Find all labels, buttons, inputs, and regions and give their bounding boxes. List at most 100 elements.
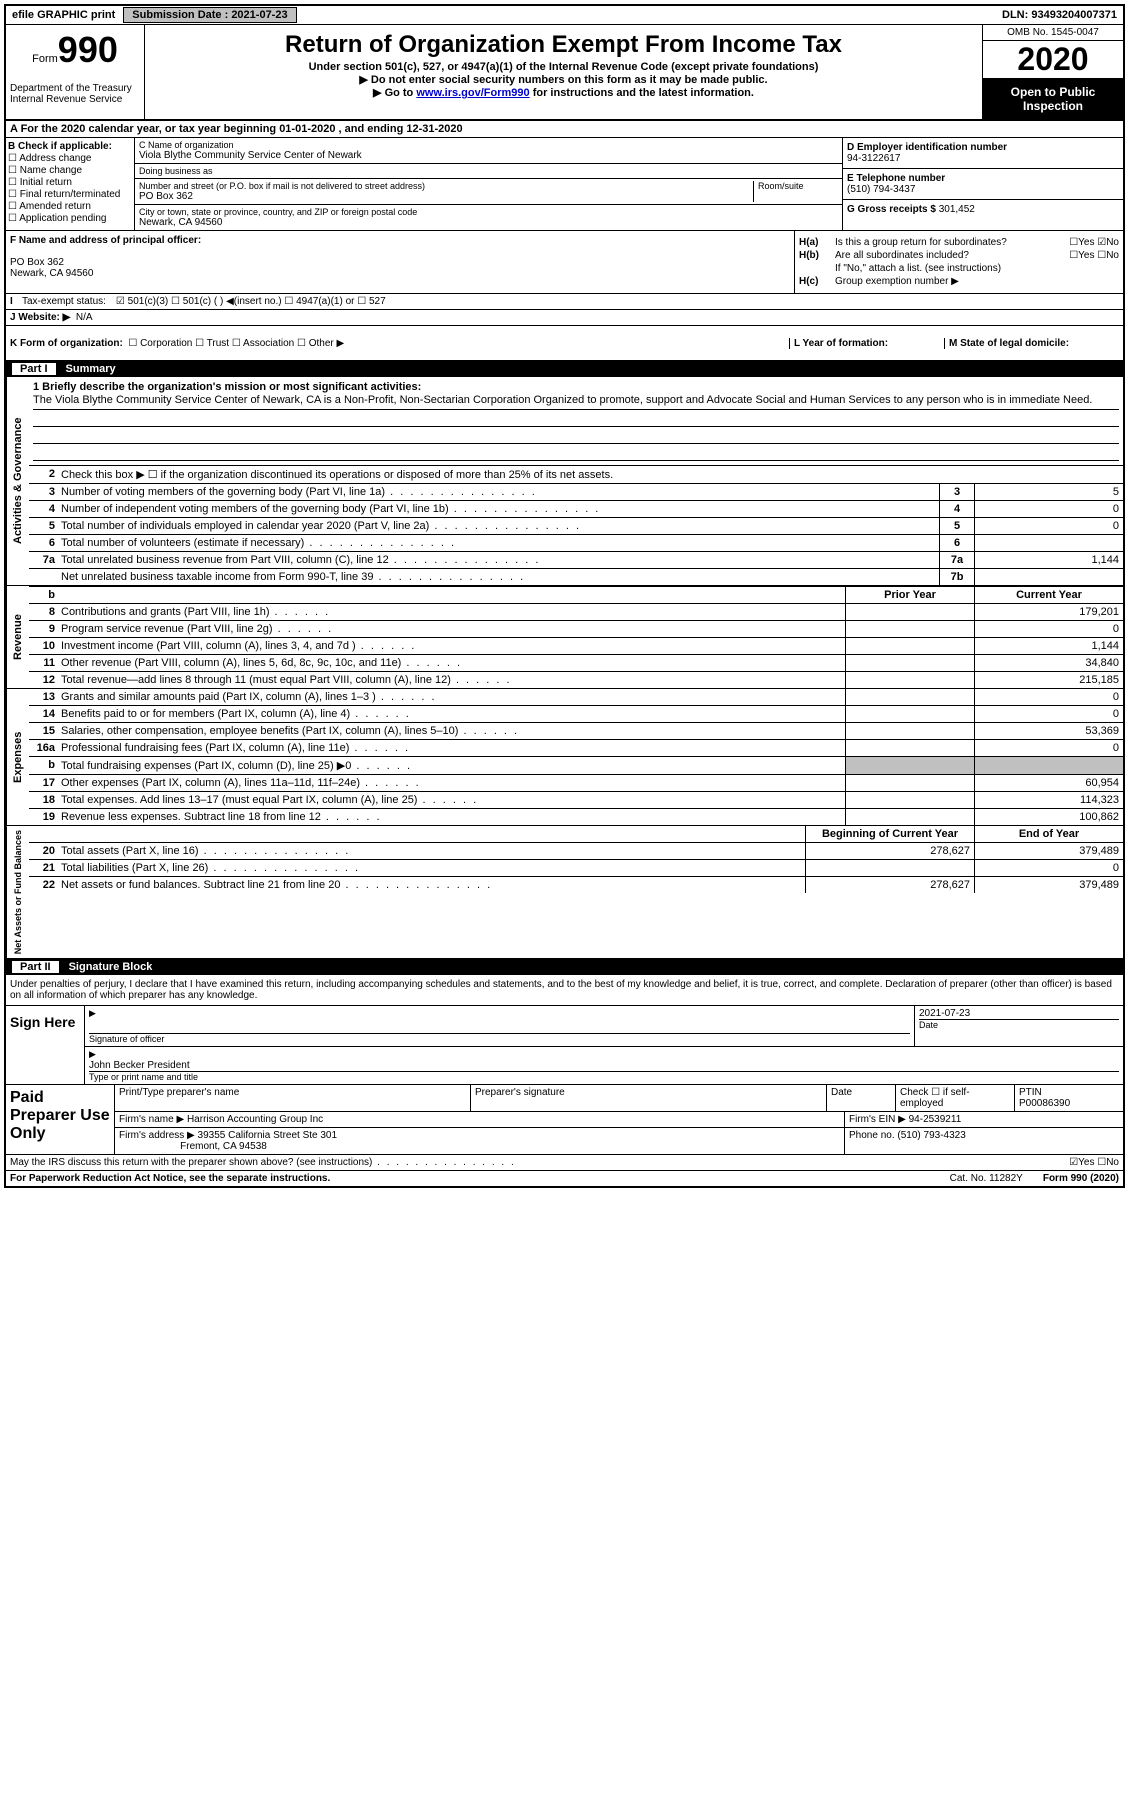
net-row: 22Net assets or fund balances. Subtract … bbox=[29, 877, 1123, 893]
side-label-governance: Activities & Governance bbox=[6, 377, 29, 585]
expenses-section: Expenses 13Grants and similar amounts pa… bbox=[6, 689, 1123, 826]
org-name: Viola Blythe Community Service Center of… bbox=[139, 150, 838, 161]
perjury-declaration: Under penalties of perjury, I declare th… bbox=[6, 975, 1123, 1006]
side-label-expenses: Expenses bbox=[6, 689, 29, 825]
street-address: PO Box 362 bbox=[139, 191, 753, 202]
tax-year: 2020 bbox=[983, 41, 1123, 79]
exp-row: 17Other expenses (Part IX, column (A), l… bbox=[29, 775, 1123, 792]
open-public-label: Open to Public Inspection bbox=[983, 79, 1123, 119]
exp-row: 16aProfessional fundraising fees (Part I… bbox=[29, 740, 1123, 757]
side-label-revenue: Revenue bbox=[6, 586, 29, 688]
dln-label: DLN: 93493204007371 bbox=[996, 7, 1123, 23]
city-state-zip: Newark, CA 94560 bbox=[139, 217, 838, 228]
submission-date-button[interactable]: Submission Date : 2021-07-23 bbox=[123, 7, 296, 23]
hdr-prior-year: Prior Year bbox=[845, 587, 974, 603]
top-bar: efile GRAPHIC print Submission Date : 20… bbox=[6, 6, 1123, 25]
info-grid: B Check if applicable: Address change Na… bbox=[6, 138, 1123, 231]
note-1: ▶ Do not enter social security numbers o… bbox=[151, 73, 976, 86]
title-block: Return of Organization Exempt From Incom… bbox=[145, 25, 982, 119]
chk-initial-return[interactable]: Initial return bbox=[8, 177, 132, 188]
net-row: 20Total assets (Part X, line 16)278,6273… bbox=[29, 843, 1123, 860]
exp-row: 19Revenue less expenses. Subtract line 1… bbox=[29, 809, 1123, 825]
telephone: (510) 794-3437 bbox=[847, 184, 1119, 195]
rev-row: 9Program service revenue (Part VIII, lin… bbox=[29, 621, 1123, 638]
form-number: 990 bbox=[58, 29, 118, 70]
ein: 94-3122617 bbox=[847, 153, 1119, 164]
gross-receipts: 301,452 bbox=[939, 204, 975, 215]
exp-row: bTotal fundraising expenses (Part IX, co… bbox=[29, 757, 1123, 775]
mission-block: 1 Briefly describe the organization's mi… bbox=[29, 377, 1123, 466]
hdr-begin-year: Beginning of Current Year bbox=[805, 826, 974, 842]
chk-amended-return[interactable]: Amended return bbox=[8, 201, 132, 212]
row-i-tax-exempt: I Tax-exempt status: ☑ 501(c)(3) ☐ 501(c… bbox=[6, 294, 1123, 310]
note-2: ▶ Go to www.irs.gov/Form990 for instruct… bbox=[151, 86, 976, 99]
firm-phone: (510) 793-4323 bbox=[897, 1130, 965, 1141]
net-assets-section: Net Assets or Fund Balances Beginning of… bbox=[6, 826, 1123, 959]
tax-exempt-options[interactable]: ☑ 501(c)(3) ☐ 501(c) ( ) ◀(insert no.) ☐… bbox=[116, 296, 386, 307]
firm-name: Harrison Accounting Group Inc bbox=[187, 1114, 323, 1125]
row-j-website: J Website: ▶ N/A bbox=[6, 310, 1123, 326]
hb-answer[interactable]: ☐Yes ☐No bbox=[1069, 250, 1119, 261]
group-return-block: H(a)Is this a group return for subordina… bbox=[794, 231, 1123, 293]
exp-row: 14Benefits paid to or for members (Part … bbox=[29, 706, 1123, 723]
chk-application-pending[interactable]: Application pending bbox=[8, 213, 132, 224]
row-k-l-m: K Form of organization: ☐ Corporation ☐ … bbox=[6, 326, 1123, 361]
exp-row: 15Salaries, other compensation, employee… bbox=[29, 723, 1123, 740]
section-a: A For the 2020 calendar year, or tax yea… bbox=[6, 121, 1123, 138]
form-990-page: efile GRAPHIC print Submission Date : 20… bbox=[4, 4, 1125, 1188]
rev-row: 11Other revenue (Part VIII, column (A), … bbox=[29, 655, 1123, 672]
form-of-org-options[interactable]: ☐ Corporation ☐ Trust ☐ Association ☐ Ot… bbox=[128, 338, 344, 349]
ha-answer[interactable]: ☐Yes ☑No bbox=[1069, 237, 1119, 248]
exp-row: 18Total expenses. Add lines 13–17 (must … bbox=[29, 792, 1123, 809]
part-2-header: Part II Signature Block bbox=[6, 959, 1123, 975]
hdr-current-year: Current Year bbox=[974, 587, 1123, 603]
side-label-net-assets: Net Assets or Fund Balances bbox=[6, 826, 29, 958]
year-box: OMB No. 1545-0047 2020 Open to Public In… bbox=[982, 25, 1123, 119]
principal-officer: F Name and address of principal officer:… bbox=[6, 231, 794, 293]
mission-text: The Viola Blythe Community Service Cente… bbox=[33, 393, 1119, 410]
form-id-block: Form990 Department of the Treasury Inter… bbox=[6, 25, 145, 119]
gov-row: 7aTotal unrelated business revenue from … bbox=[29, 552, 1123, 569]
form990-link[interactable]: www.irs.gov/Form990 bbox=[416, 87, 529, 99]
exp-row: 13Grants and similar amounts paid (Part … bbox=[29, 689, 1123, 706]
rev-row: 12Total revenue—add lines 8 through 11 (… bbox=[29, 672, 1123, 688]
col-c-org-info: C Name of organization Viola Blythe Comm… bbox=[135, 138, 842, 230]
sig-date: 2021-07-23 bbox=[919, 1008, 1119, 1020]
part-1-header: Part I Summary bbox=[6, 361, 1123, 377]
form-word: Form bbox=[32, 53, 58, 65]
sign-here-block: Sign Here Signature of officer 2021-07-2… bbox=[6, 1006, 1123, 1085]
gov-row: 3Number of voting members of the governi… bbox=[29, 484, 1123, 501]
omb-number: OMB No. 1545-0047 bbox=[983, 25, 1123, 41]
paid-preparer-block: Paid Preparer Use Only Print/Type prepar… bbox=[6, 1085, 1123, 1155]
col-b-checkboxes: B Check if applicable: Address change Na… bbox=[6, 138, 135, 230]
gov-row: 4Number of independent voting members of… bbox=[29, 501, 1123, 518]
firm-ein: 94-2539211 bbox=[909, 1114, 962, 1125]
revenue-section: Revenue b Prior Year Current Year 8Contr… bbox=[6, 586, 1123, 689]
hdr-end-year: End of Year bbox=[974, 826, 1123, 842]
net-row: 21Total liabilities (Part X, line 26)0 bbox=[29, 860, 1123, 877]
chk-address-change[interactable]: Address change bbox=[8, 153, 132, 164]
firm-address: 39355 California Street Ste 301 bbox=[198, 1130, 338, 1141]
form-subtitle: Under section 501(c), 527, or 4947(a)(1)… bbox=[151, 61, 976, 73]
ptin: P00086390 bbox=[1019, 1098, 1070, 1109]
officer-name: John Becker President bbox=[89, 1060, 1119, 1072]
page-footer: For Paperwork Reduction Act Notice, see … bbox=[6, 1171, 1123, 1186]
activities-governance-section: Activities & Governance 1 Briefly descri… bbox=[6, 377, 1123, 586]
row-f-h: F Name and address of principal officer:… bbox=[6, 231, 1123, 294]
discuss-row: May the IRS discuss this return with the… bbox=[6, 1155, 1123, 1171]
discuss-answer[interactable]: ☑Yes ☐No bbox=[999, 1157, 1119, 1168]
rev-row: 10Investment income (Part VIII, column (… bbox=[29, 638, 1123, 655]
gov-row: 6Total number of volunteers (estimate if… bbox=[29, 535, 1123, 552]
chk-name-change[interactable]: Name change bbox=[8, 165, 132, 176]
department-label: Department of the Treasury Internal Reve… bbox=[10, 83, 140, 105]
rev-row: 8Contributions and grants (Part VIII, li… bbox=[29, 604, 1123, 621]
chk-self-employed[interactable]: Check ☐ if self-employed bbox=[900, 1087, 970, 1109]
gov-row: 5Total number of individuals employed in… bbox=[29, 518, 1123, 535]
efile-label: efile GRAPHIC print bbox=[6, 7, 121, 23]
chk-final-return[interactable]: Final return/terminated bbox=[8, 189, 132, 200]
form-title: Return of Organization Exempt From Incom… bbox=[151, 31, 976, 59]
gov-row: Net unrelated business taxable income fr… bbox=[29, 569, 1123, 585]
col-de: D Employer identification number 94-3122… bbox=[842, 138, 1123, 230]
form-header: Form990 Department of the Treasury Inter… bbox=[6, 25, 1123, 121]
website-value: N/A bbox=[76, 312, 93, 323]
